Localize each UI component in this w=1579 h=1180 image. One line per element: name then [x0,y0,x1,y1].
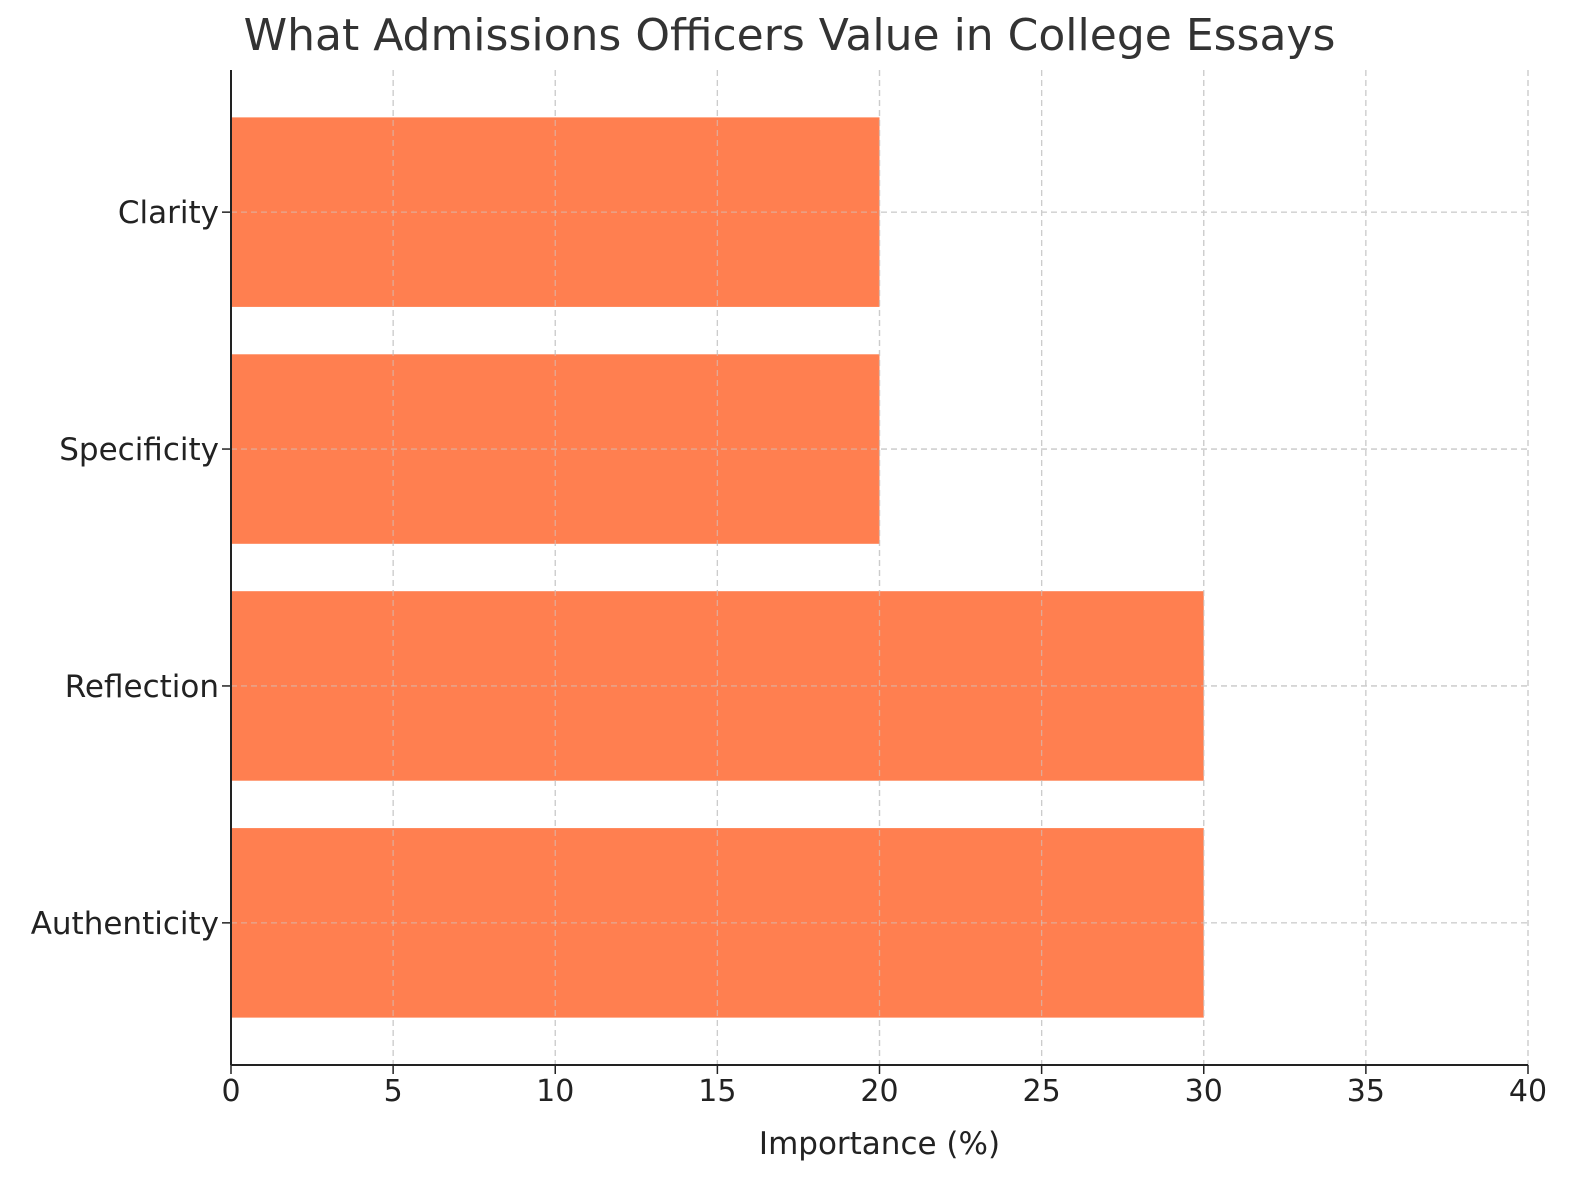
x-axis-label: Importance (%) [758,1126,1001,1162]
x-tick-label: 15 [698,1074,736,1109]
y-tick-label: Authenticity [31,906,219,942]
x-tick-label: 0 [221,1074,240,1109]
x-tick-label: 25 [1023,1074,1061,1109]
x-tick-label: 5 [384,1074,403,1109]
chart-title: What Admissions Officers Value in Colleg… [243,10,1336,61]
x-tick-label: 35 [1347,1074,1385,1109]
y-tick-label: Clarity [118,195,219,231]
y-tick-label: Reflection [65,669,219,705]
x-tick-label: 30 [1185,1074,1223,1109]
y-tick-label: Specificity [59,432,219,468]
x-tick-label: 20 [860,1074,898,1109]
x-tick-label: 10 [536,1074,574,1109]
x-tick-label: 40 [1509,1074,1547,1109]
